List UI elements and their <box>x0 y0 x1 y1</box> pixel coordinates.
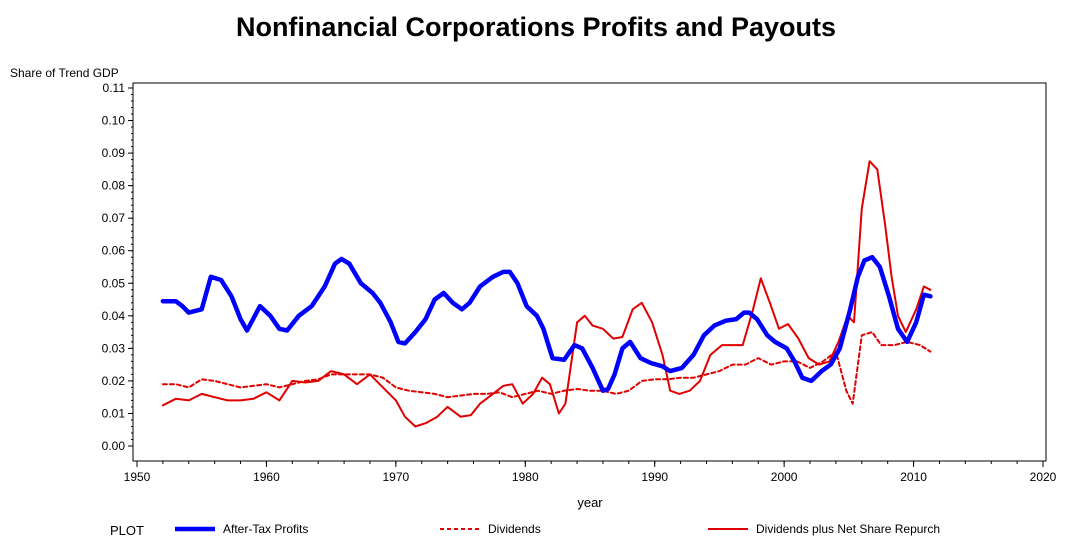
legend-label: Dividends plus Net Share Repurch <box>756 522 941 536</box>
legend-item-after-tax-profits: After-Tax Profits <box>175 522 308 536</box>
y-tick-label: 0.02 <box>102 374 126 388</box>
legend-swatch-dividends <box>440 528 480 530</box>
y-axis: 0.00 0.01 0.02 0.03 0.04 0.05 0.06 0.07 0.08 0.09… <box>102 81 133 453</box>
legend-label: After-Tax Profits <box>223 522 309 536</box>
chart-title: Nonfinancial Corporations Profits and Pa… <box>235 12 837 42</box>
y-tick-label: 0.06 <box>102 244 126 258</box>
y-tick-label: 0.07 <box>102 211 126 225</box>
y-tick-label: 0.04 <box>102 309 126 323</box>
legend-item-dividends-plus-repurch: Dividends plus Net Share Repurch <box>708 522 940 536</box>
y-tick-label: 0.01 <box>102 406 126 420</box>
plot-frame <box>132 82 1047 462</box>
legend-item-dividends: Dividends <box>440 522 541 536</box>
x-tick-label: 1950 <box>124 470 151 484</box>
series-lines <box>160 160 933 428</box>
series-line-dividends <box>161 331 932 405</box>
x-tick-label: 1990 <box>641 470 668 484</box>
x-tick-label: 2020 <box>1030 470 1057 484</box>
series-line-after-tax-profits <box>160 254 933 393</box>
y-tick-label: 0.03 <box>102 341 126 355</box>
legend-title: PLOT <box>110 523 144 538</box>
x-axis: 1950 1960 1970 1980 1990 2000 2010 2020 <box>124 461 1057 484</box>
x-tick-label: 1980 <box>512 470 539 484</box>
x-tick-label: 2010 <box>900 470 927 484</box>
y-tick-label: 0.11 <box>103 81 126 95</box>
legend-label: Dividends <box>488 522 541 536</box>
y-tick-label: 0.08 <box>102 179 126 193</box>
y-tick-label: 0.05 <box>102 276 126 290</box>
x-tick-label: 1960 <box>253 470 280 484</box>
y-tick-label: 0.09 <box>102 146 126 160</box>
x-tick-label: 1970 <box>383 470 410 484</box>
x-axis-label: year <box>577 495 603 510</box>
series-line-dividends-plus-net-share-repurch <box>161 160 932 428</box>
y-tick-label: 0.10 <box>102 114 126 128</box>
y-axis-label: Share of Trend GDP <box>10 66 119 80</box>
x-tick-label: 2000 <box>771 470 798 484</box>
legend-swatch-dividends-plus-repurch <box>708 528 748 530</box>
legend-swatch-after-tax-profits <box>175 526 215 532</box>
y-tick-label: 0.00 <box>102 439 126 453</box>
